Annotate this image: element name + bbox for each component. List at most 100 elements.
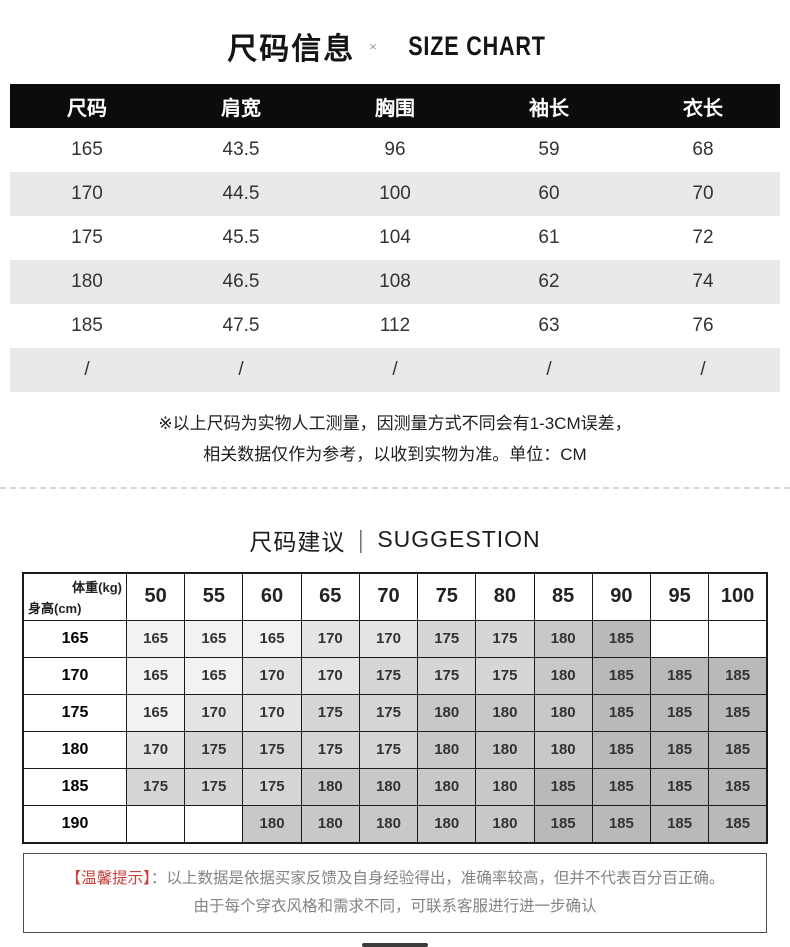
suggestion-title-chinese: 尺码建议 (249, 528, 346, 555)
size-table-row: / / / / / (10, 348, 780, 392)
size-table-column-header: 袖长 (472, 84, 626, 128)
suggestion-size-cell: 185 (649, 656, 710, 695)
suggestion-size-cell: 185 (708, 730, 768, 769)
suggestion-table-row: 190 180 180 180 180 180 185 185 185 185 (22, 804, 768, 844)
suggestion-size-cell: 180 (417, 693, 477, 732)
weight-column-header: 50 (125, 572, 186, 621)
suggestion-size-cell: 175 (242, 767, 302, 806)
size-table-row: 170 44.5 100 60 70 (10, 172, 780, 216)
measurement-notes: ※以上尺码为实物人工测量，因测量方式不同会有1-3CM误差， 相关数据仅作为参考… (0, 408, 790, 471)
weight-column-header: 60 (242, 572, 302, 621)
suggestion-size-cell: 165 (125, 619, 186, 658)
section-divider (0, 486, 790, 489)
suggestion-size-cell: 180 (533, 656, 593, 695)
suggestion-header-row: 体重(kg) 身高(cm) 50 55 60 65 70 75 80 85 90 95 100 (22, 572, 768, 621)
suggestion-size-cell: 175 (417, 656, 477, 695)
size-table-cell: 45.5 (222, 227, 260, 248)
suggestion-size-cell (649, 619, 710, 658)
suggestion-size-cell (708, 619, 768, 658)
weight-column-header: 75 (417, 572, 477, 621)
suggestion-size-cell: 185 (649, 767, 710, 806)
suggestion-size-cell: 175 (242, 730, 302, 769)
corner-diagonal-cell: 体重(kg) 身高(cm) (22, 572, 127, 621)
suggestion-size-cell: 175 (358, 656, 419, 695)
suggestion-size-cell: 180 (417, 767, 477, 806)
size-table-header: 尺码 肩宽 胸围 袖长 衣长 (10, 84, 780, 128)
suggestion-size-cell: 180 (475, 730, 535, 769)
bar-separator-icon: ｜ (349, 528, 374, 555)
suggestion-size-cell (125, 804, 186, 844)
suggestion-size-cell: 180 (417, 804, 477, 844)
height-row-header: 190 (22, 804, 127, 844)
suggestion-size-cell: 185 (708, 656, 768, 695)
size-table-cell: 104 (379, 227, 411, 248)
suggestion-size-cell: 175 (300, 693, 360, 732)
suggestion-size-cell: 180 (533, 730, 593, 769)
height-row-header: 165 (22, 619, 127, 658)
suggestion-size-cell: 175 (300, 730, 360, 769)
height-row-header: 175 (22, 693, 127, 732)
size-table-body: 165 43.5 96 59 68 170 44.5 100 60 70 175 45.5 104 61 7… (10, 128, 780, 392)
suggestion-size-cell: 185 (649, 693, 710, 732)
size-table-column-header: 肩宽 (164, 84, 318, 128)
weight-column-header: 55 (184, 572, 244, 621)
suggestion-size-cell: 165 (184, 656, 244, 695)
suggestion-size-cell: 165 (242, 619, 302, 658)
size-table-header-row: 尺码 肩宽 胸围 袖长 衣长 (10, 84, 780, 128)
size-table-cell: 43.5 (222, 139, 260, 160)
suggestion-size-cell: 170 (358, 619, 419, 658)
suggestion-size-cell: 185 (591, 693, 651, 732)
size-table-column-header: 衣长 (626, 84, 780, 128)
suggestion-size-cell: 185 (591, 656, 651, 695)
weight-column-header: 95 (649, 572, 710, 621)
size-table-row: 185 47.5 112 63 76 (10, 304, 780, 348)
suggestion-table-row: 170 165 165 170 170 175 175 175 180 185 185 185 (22, 656, 768, 695)
weight-column-header: 65 (300, 572, 360, 621)
suggestion-size-cell: 175 (184, 730, 244, 769)
size-suggestion-table: 体重(kg) 身高(cm) 50 55 60 65 70 75 80 85 90 95 100 16… (22, 571, 768, 844)
height-axis-label: 身高(cm) (28, 600, 82, 616)
suggestion-size-cell: 175 (475, 619, 535, 658)
suggestion-size-cell: 170 (300, 619, 360, 658)
suggestion-size-cell: 185 (591, 804, 651, 844)
size-table-cell: 100 (379, 183, 411, 204)
height-row-header: 170 (22, 656, 127, 695)
suggestion-size-cell: 185 (708, 693, 768, 732)
size-table-cell: 46.5 (222, 271, 260, 292)
weight-column-header: 100 (708, 572, 768, 621)
size-table-cell: 62 (538, 271, 560, 292)
suggestion-size-cell: 180 (358, 767, 419, 806)
suggestion-size-cell: 180 (533, 693, 593, 732)
title-chinese: 尺码信息 (227, 33, 356, 66)
suggestion-size-cell: 180 (533, 619, 593, 658)
size-table-cell: 185 (71, 315, 103, 336)
suggestion-size-cell: 185 (591, 730, 651, 769)
weight-column-header: 85 (533, 572, 593, 621)
size-table-cell: 76 (692, 315, 714, 336)
title-english: SIZE CHART (407, 30, 546, 61)
suggestion-size-cell: 175 (358, 730, 419, 769)
suggestion-size-cell: 165 (125, 693, 186, 732)
suggestion-table-row: 175 165 170 170 175 175 180 180 180 185 185 185 (22, 693, 768, 732)
size-table-cell: / (238, 359, 244, 380)
suggestion-size-cell: 175 (184, 767, 244, 806)
size-table-row: 175 45.5 104 61 72 (10, 216, 780, 260)
suggestion-size-cell (184, 804, 244, 844)
size-table-cell: 72 (692, 227, 714, 248)
suggestion-size-cell: 170 (125, 730, 186, 769)
size-table-cell: 96 (384, 139, 406, 160)
height-row-header: 185 (22, 767, 127, 806)
suggestion-size-cell: 175 (358, 693, 419, 732)
suggestion-size-cell: 180 (300, 767, 360, 806)
suggestion-size-cell: 175 (417, 619, 477, 658)
suggestion-table-row: 185 175 175 175 180 180 180 180 185 185 185 185 (22, 767, 768, 806)
suggestion-size-cell: 180 (417, 730, 477, 769)
size-table-column-header: 胸围 (318, 84, 472, 128)
size-table-cell: 170 (71, 183, 103, 204)
size-table-cell: 44.5 (222, 183, 260, 204)
size-table-cell: 63 (538, 315, 560, 336)
size-table-cell: 180 (71, 271, 103, 292)
size-table-cell: 61 (538, 227, 560, 248)
size-table-cell: / (546, 359, 552, 380)
size-table-row: 180 46.5 108 62 74 (10, 260, 780, 304)
